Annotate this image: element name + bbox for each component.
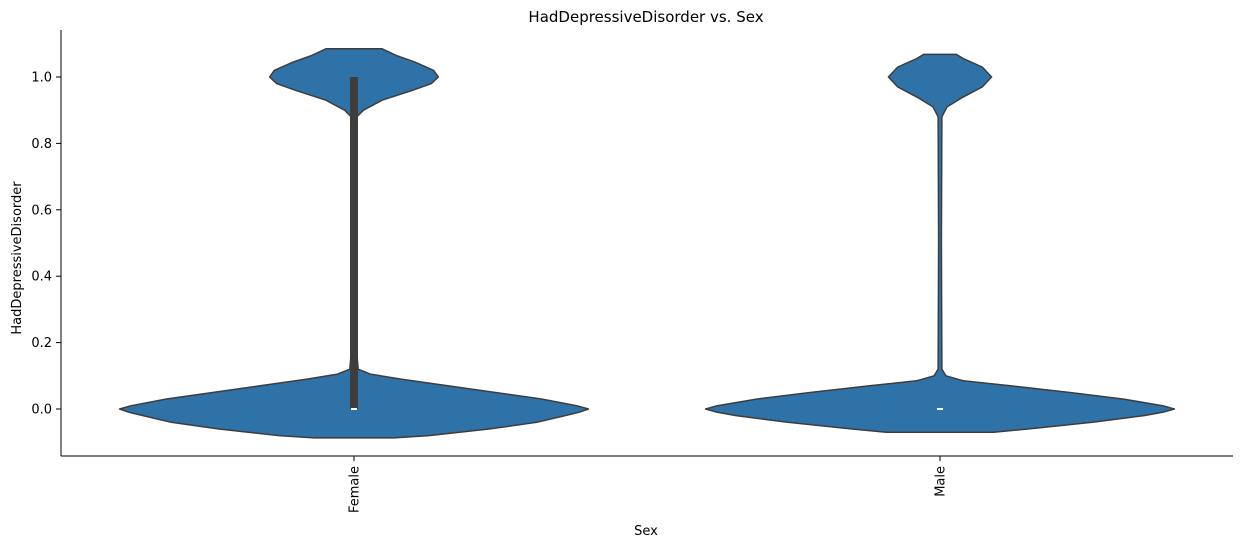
median-marker-female bbox=[351, 408, 357, 410]
chart-title: HadDepressiveDisorder vs. Sex bbox=[528, 8, 763, 26]
violin-male bbox=[704, 53, 1176, 433]
y-tick-label: 0.4 bbox=[31, 270, 52, 285]
median-marker-male bbox=[937, 408, 943, 410]
x-axis-ticks: Female Male bbox=[348, 456, 949, 513]
violin-layer bbox=[118, 48, 1176, 439]
y-tick-label: 0.8 bbox=[31, 137, 52, 152]
y-axis-ticks: 0.0 0.2 0.4 0.6 0.8 1.0 bbox=[31, 71, 61, 418]
y-tick-label: 0.0 bbox=[31, 403, 52, 418]
x-tick-label: Female bbox=[348, 466, 363, 513]
y-tick-label: 1.0 bbox=[31, 71, 52, 86]
y-tick-label: 0.2 bbox=[31, 336, 52, 351]
x-axis-label: Sex bbox=[634, 524, 658, 539]
y-tick-label: 0.6 bbox=[31, 203, 52, 218]
y-axis-label: HadDepressiveDisorder bbox=[10, 181, 25, 335]
iqr-box-female bbox=[350, 77, 358, 409]
x-tick-label: Male bbox=[934, 466, 949, 497]
